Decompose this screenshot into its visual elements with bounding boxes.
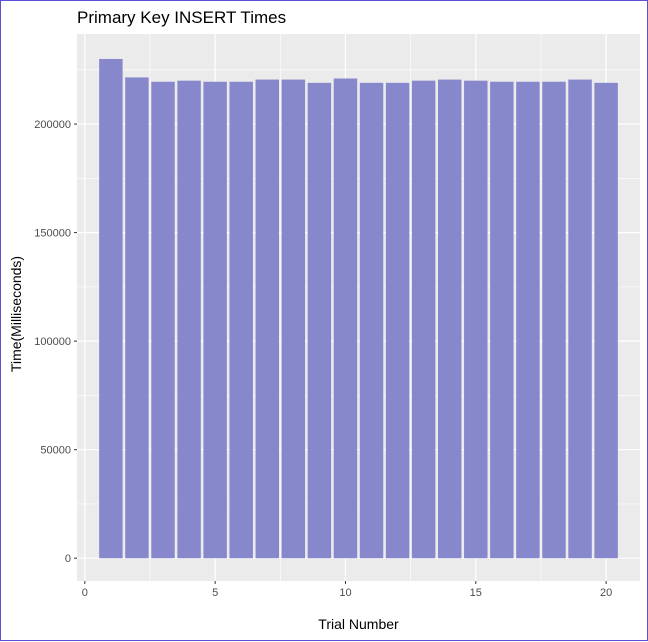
bar	[385, 82, 410, 559]
x-tick-label: 15	[470, 587, 482, 599]
x-tick-label: 20	[600, 587, 612, 599]
bar	[333, 78, 358, 559]
x-tick-label: 5	[212, 587, 218, 599]
bar	[542, 81, 566, 559]
y-tick-label: 0	[65, 553, 71, 565]
x-tick-label: 10	[339, 587, 351, 599]
bar	[307, 82, 332, 559]
bar	[359, 82, 384, 559]
y-axis-title: Time(Milliseconds)	[8, 256, 24, 372]
bar	[125, 77, 149, 559]
bar	[177, 80, 201, 559]
bar	[437, 79, 462, 559]
bar	[281, 79, 306, 559]
y-tick-label: 50000	[40, 445, 71, 457]
bar	[255, 79, 280, 559]
bar	[464, 80, 488, 559]
bar	[568, 79, 592, 559]
x-axis-title: Trial Number	[318, 616, 399, 632]
bar	[99, 58, 123, 559]
y-axis-ticks: 0 50000 100000 150000 200000	[34, 119, 77, 565]
bar	[229, 81, 253, 559]
y-tick-label: 100000	[34, 336, 71, 348]
bars	[99, 58, 618, 559]
x-axis-ticks: 0 5 10 15 20	[82, 581, 612, 599]
y-tick-label: 200000	[34, 119, 71, 131]
bar	[490, 81, 514, 559]
chart-title: Primary Key INSERT Times	[77, 8, 286, 27]
y-tick-label: 150000	[34, 228, 71, 240]
bar	[203, 81, 227, 559]
x-tick-label: 0	[82, 587, 88, 599]
bar	[516, 81, 540, 559]
bar	[151, 81, 175, 559]
bar	[411, 80, 436, 559]
bar	[594, 82, 618, 559]
